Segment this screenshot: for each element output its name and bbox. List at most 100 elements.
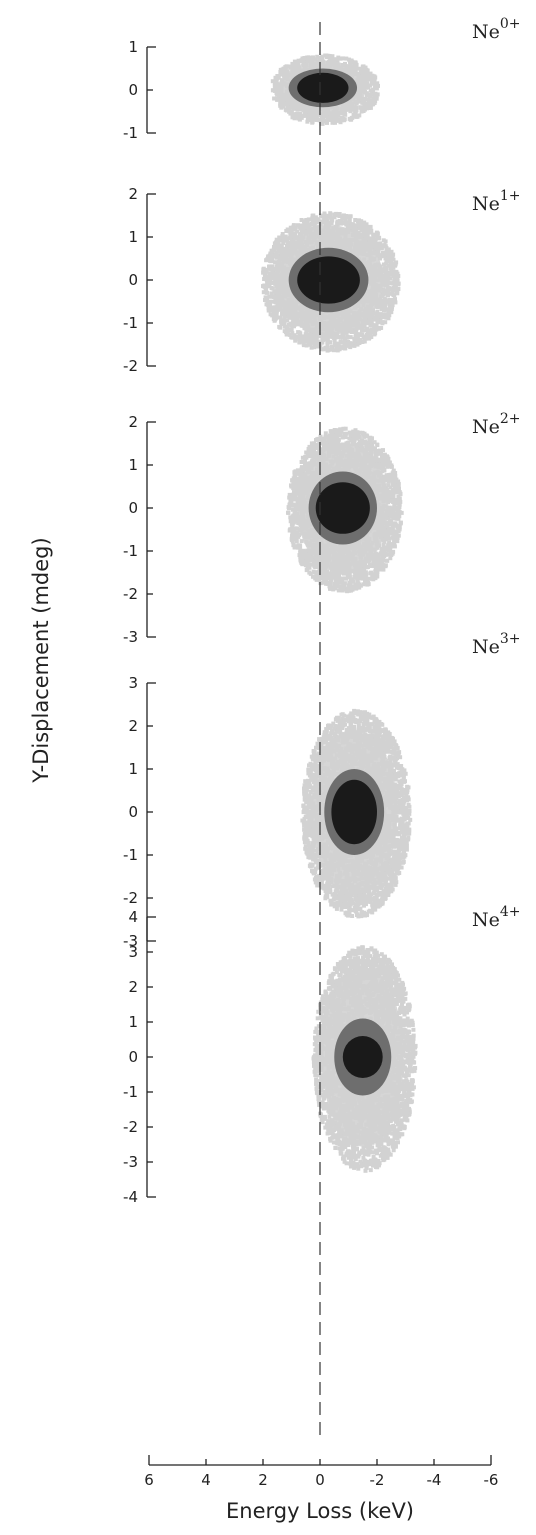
halo-pixel	[382, 277, 386, 281]
halo-pixel	[386, 311, 391, 316]
halo-pixel	[343, 61, 347, 66]
halo-pixel	[274, 79, 279, 84]
halo-pixel	[361, 96, 365, 101]
halo-pixel	[277, 235, 282, 240]
halo-pixel	[380, 321, 385, 326]
halo-pixel	[299, 115, 304, 120]
halo-pixel	[332, 338, 337, 343]
halo-pixel	[289, 228, 294, 233]
halo-pixel	[324, 113, 329, 118]
halo-pixel	[370, 323, 375, 327]
halo-pixel	[389, 300, 394, 305]
halo-pixel	[381, 448, 385, 453]
halo-pixel	[334, 57, 339, 62]
halo-pixel	[272, 318, 277, 323]
halo-pixel	[361, 108, 366, 113]
halo-pixel	[368, 224, 373, 229]
halo-pixel	[269, 251, 274, 256]
halo-pixel	[320, 121, 325, 126]
halo-pixel	[364, 91, 369, 96]
halo-pixel	[285, 318, 290, 323]
halo-pixel	[333, 213, 337, 218]
halo-pixel	[384, 251, 389, 256]
halo-pixel	[270, 88, 275, 93]
halo-pixel	[348, 214, 353, 219]
halo-pixel	[265, 297, 269, 302]
halo-pixel	[379, 246, 384, 251]
halo-pixel	[287, 108, 291, 113]
halo-pixel	[386, 286, 391, 290]
halo-pixel	[296, 223, 300, 228]
halo-pixel	[384, 259, 389, 264]
halo-pixel	[361, 231, 366, 236]
halo-pixel	[313, 217, 317, 222]
halo-pixel	[273, 316, 278, 321]
halo-pixel	[279, 72, 284, 77]
halo-pixel	[382, 274, 387, 279]
halo-pixel	[348, 61, 353, 66]
halo-pixel	[370, 314, 375, 319]
halo-pixel	[351, 329, 356, 333]
halo-pixel	[362, 234, 367, 239]
halo-pixel	[339, 221, 344, 226]
halo-pixel	[305, 548, 310, 553]
halo-pixel	[266, 254, 271, 259]
halo-pixel	[328, 211, 333, 216]
halo-pixel	[274, 84, 278, 89]
halo-pixel	[357, 341, 362, 345]
halo-pixel	[379, 300, 384, 305]
halo-pixel	[269, 291, 274, 296]
halo-pixel	[379, 253, 384, 258]
halo-pixel	[302, 219, 306, 224]
halo-pixel	[306, 225, 311, 230]
halo-pixel	[349, 117, 354, 122]
halo-pixel	[369, 319, 374, 324]
halo-pixel	[284, 108, 289, 113]
halo-pixel	[357, 226, 362, 231]
halo-pixel	[361, 226, 365, 231]
halo-pixel	[341, 56, 345, 61]
halo-pixel	[275, 74, 280, 78]
halo-pixel	[371, 330, 376, 335]
halo-pixel	[293, 338, 298, 343]
halo-pixel	[291, 106, 296, 111]
halo-pixel	[323, 220, 328, 225]
halo-pixel	[390, 303, 395, 308]
halo-pixel	[375, 314, 380, 319]
halo-pixel	[282, 324, 287, 329]
halo-pixel	[384, 273, 389, 278]
halo-pixel	[367, 317, 372, 322]
halo-pixel	[281, 100, 286, 105]
halo-pixel	[330, 117, 335, 122]
y-tick-label: 0	[128, 81, 138, 99]
halo-pixel	[285, 236, 290, 241]
halo-pixel	[353, 218, 358, 222]
halo-pixel	[393, 300, 398, 305]
halo-pixel	[278, 70, 283, 74]
halo-pixel	[320, 56, 325, 61]
halo-pixel	[289, 105, 294, 110]
halo-pixel	[332, 119, 337, 124]
halo-pixel	[384, 315, 389, 320]
halo-pixel	[394, 282, 399, 286]
halo-pixel	[282, 70, 287, 75]
halo-pixel	[279, 318, 284, 323]
halo-pixel	[352, 343, 357, 348]
halo-pixel	[382, 308, 386, 312]
halo-pixel	[330, 120, 335, 125]
halo-pixel	[300, 337, 305, 342]
core-density-region	[297, 72, 349, 103]
halo-pixel	[361, 321, 366, 326]
halo-pixel	[270, 79, 275, 84]
halo-pixel	[273, 89, 278, 93]
halo-pixel	[297, 112, 302, 117]
halo-pixel	[389, 271, 394, 276]
halo-pixel	[299, 218, 304, 222]
halo-pixel	[384, 270, 389, 275]
halo-pixel	[378, 256, 382, 261]
halo-pixel	[362, 67, 367, 72]
halo-pixel	[342, 111, 347, 116]
halo-pixel	[288, 236, 293, 240]
halo-pixel	[389, 253, 394, 258]
